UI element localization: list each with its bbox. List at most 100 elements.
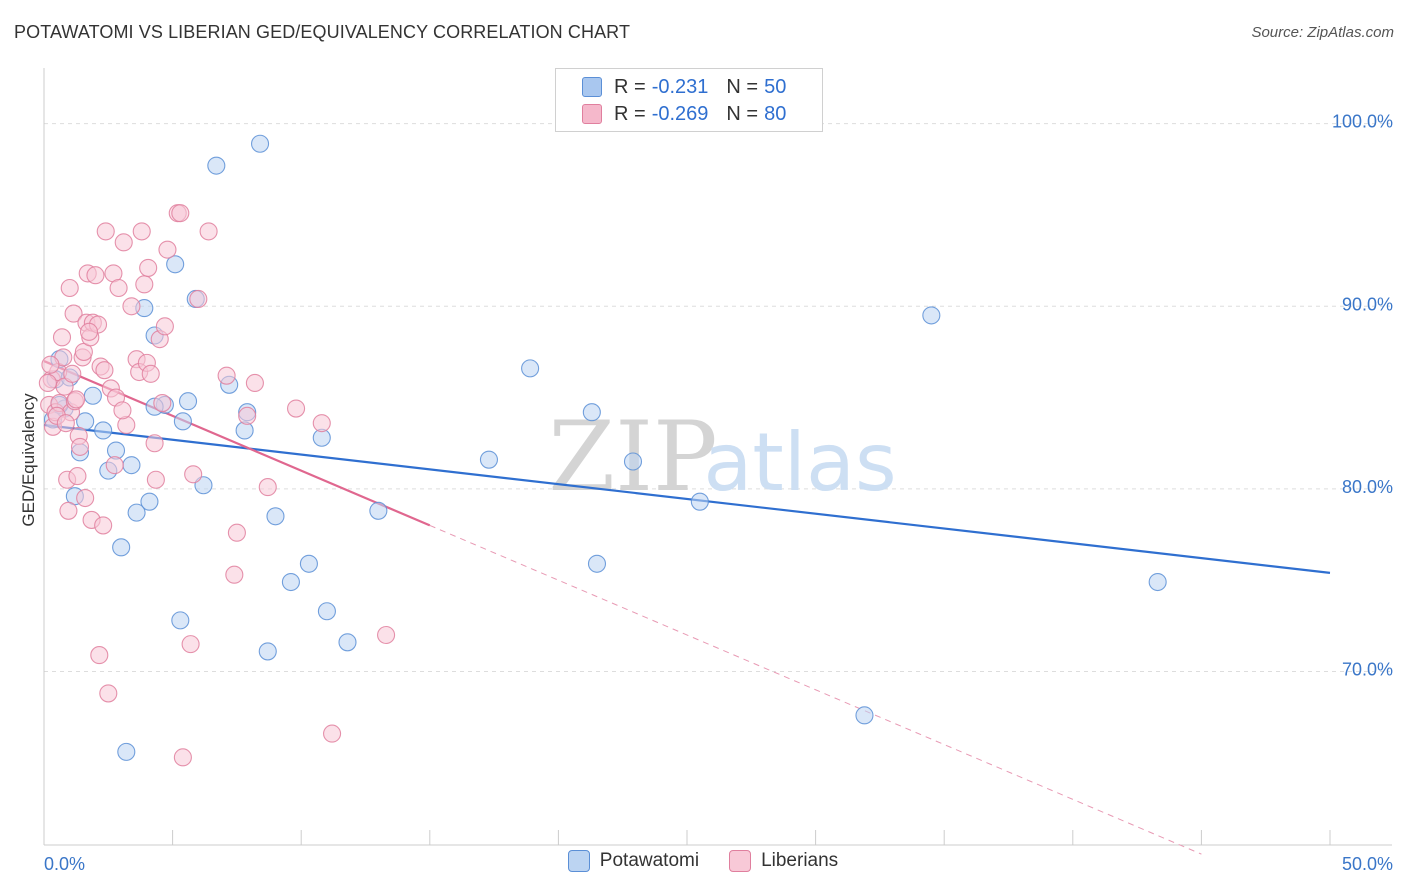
legend-item-potawatomi[interactable]: Potawatomi [567,850,700,872]
r-value: -0.231 [651,75,709,98]
point-liberians [199,222,218,241]
point-liberians [146,470,165,489]
point-liberians [68,467,87,486]
point-liberians [63,364,82,383]
point-potawatomi [338,633,357,652]
point-potawatomi [173,412,192,431]
y-tick-label: 80.0% [1342,477,1393,497]
point-liberians [155,317,174,336]
point-liberians [99,684,118,703]
point-liberians [96,222,115,241]
point-potawatomi [166,255,185,274]
axes [43,68,1392,846]
legend-swatch-potawatomi [567,850,590,872]
n-value: 50 [764,75,787,98]
point-liberians [64,304,83,323]
point-liberians [227,523,246,542]
point-potawatomi [299,554,318,573]
y-tick-label: 100.0% [1332,112,1393,132]
point-potawatomi [582,403,601,422]
trend-line-extension-liberians [429,524,1202,855]
watermark: ZIP atlas [548,401,896,513]
point-liberians [67,390,86,409]
series-legend: Potawatomi Liberians [0,850,1406,872]
point-liberians [189,289,208,309]
point-potawatomi [127,503,146,522]
point-liberians [323,724,342,743]
point-liberians [94,516,113,535]
point-potawatomi [922,306,941,325]
point-liberians [86,266,105,285]
legend-item-liberians[interactable]: Liberians [729,850,838,872]
point-potawatomi [112,538,131,557]
point-potawatomi [266,507,285,526]
y-tick-label: 70.0% [1342,660,1393,680]
point-liberians [141,364,160,383]
point-liberians [41,355,60,374]
point-liberians [70,437,90,456]
point-potawatomi [178,392,198,411]
y-tick-label: 90.0% [1342,294,1393,314]
r-value: -0.269 [651,102,709,125]
source-label: Source: ZipAtlas.com [1251,24,1394,41]
point-liberians [132,222,151,241]
point-liberians [258,478,277,497]
watermark-atlas: atlas [703,416,896,509]
legend-swatch-liberians [729,850,752,872]
point-liberians [158,240,177,259]
point-liberians [173,748,192,767]
stats-legend-row-liberians: R = -0.269 N = 80 [582,101,786,127]
data-points [38,134,1167,767]
point-liberians [225,565,244,584]
n-label: N = [726,102,759,125]
trend-line-potawatomi [43,423,1331,574]
point-liberians [184,465,203,484]
point-liberians [60,278,79,298]
r-label: R = [614,75,646,98]
stats-legend: R = -0.231 N = 50 R = -0.269 N = 80 [555,68,823,132]
x-tick-label: 0.0% [44,854,85,874]
point-liberians [171,204,190,223]
point-potawatomi [83,386,102,405]
point-liberians [105,456,124,475]
point-liberians [245,373,264,393]
point-liberians [153,394,172,413]
point-liberians [312,414,331,433]
point-liberians [113,401,132,420]
point-liberians [76,488,95,508]
point-potawatomi [94,421,113,440]
point-potawatomi [521,359,540,378]
point-liberians [139,258,158,277]
point-potawatomi [281,572,300,592]
y-axis-label: GED/Equivalency [19,393,38,527]
point-potawatomi [171,611,190,630]
point-potawatomi [207,156,226,175]
chart-title: POTAWATOMI VS LIBERIAN GED/EQUIVALENCY C… [14,22,631,42]
point-liberians [377,625,396,645]
point-potawatomi [117,742,136,761]
point-liberians [217,366,236,385]
n-value: 80 [764,102,787,125]
point-liberians [59,501,78,520]
tick-labels: 70.0% 80.0% 90.0% 100.0% 0.0% 50.0% [44,112,1393,874]
point-liberians [181,635,200,654]
point-liberians [38,373,57,393]
point-liberians [109,278,128,298]
legend-label-potawatomi: Potawatomi [599,850,700,871]
point-liberians [238,406,257,425]
point-potawatomi [623,452,643,471]
point-liberians [114,233,133,252]
legend-swatch-liberians [582,104,602,124]
point-potawatomi [587,554,607,573]
point-potawatomi [855,706,874,725]
point-potawatomi [690,492,709,511]
point-potawatomi [1148,572,1167,592]
point-liberians [79,322,99,341]
point-liberians [56,414,75,433]
point-potawatomi [258,642,277,661]
legend-swatch-potawatomi [582,77,602,97]
gridlines [44,123,1390,673]
point-liberians [52,328,72,347]
point-potawatomi [140,492,159,511]
